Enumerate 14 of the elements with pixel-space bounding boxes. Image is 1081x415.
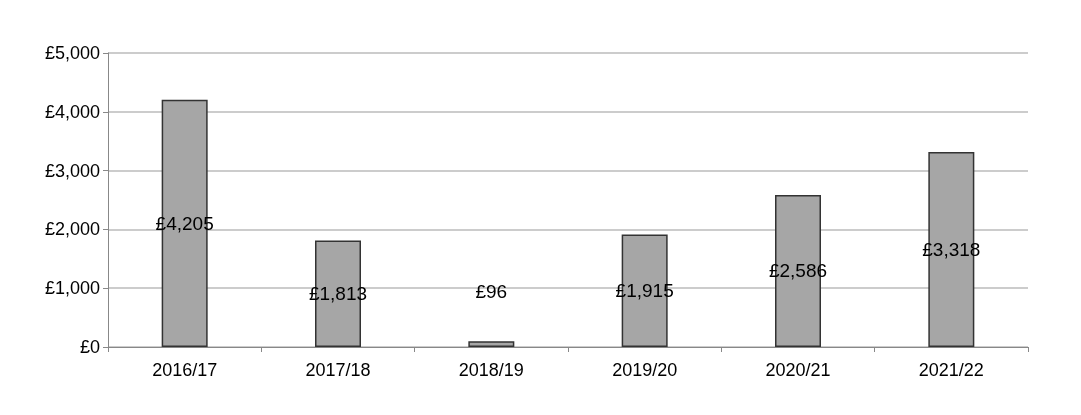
y-tick-label: £1,000 bbox=[44, 278, 100, 299]
x-tick-label: 2016/17 bbox=[152, 360, 218, 380]
y-tick-label: £5,000 bbox=[44, 43, 100, 63]
x-tick-label: 2020/21 bbox=[765, 360, 831, 380]
x-tick-label: 2017/18 bbox=[305, 360, 371, 380]
y-tick-label: £4,000 bbox=[44, 101, 100, 122]
data-label: £96 bbox=[475, 281, 508, 303]
bar bbox=[468, 341, 515, 347]
y-tick-label: £2,000 bbox=[44, 219, 100, 240]
x-tick-label: 2019/20 bbox=[612, 360, 678, 380]
y-tick-label: £0 bbox=[79, 337, 100, 357]
x-tick-label: 2018/19 bbox=[458, 360, 524, 380]
x-tick-label: 2021/22 bbox=[918, 360, 984, 380]
y-tick-label: £3,000 bbox=[44, 160, 100, 181]
